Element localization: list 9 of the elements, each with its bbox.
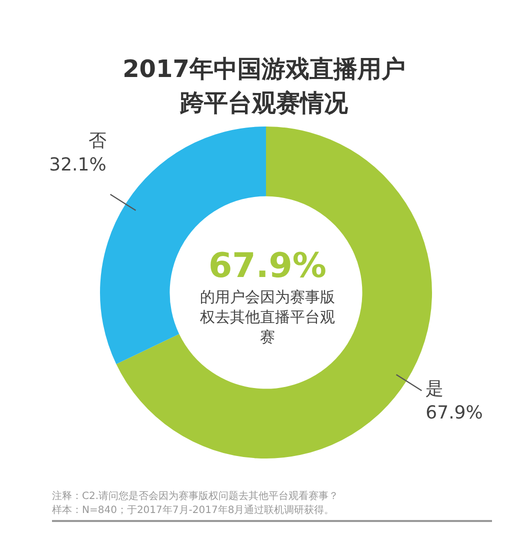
slice-label: 是 xyxy=(426,378,444,400)
text: 的用户会因为赛事版权去其他直播平台观赛 xyxy=(200,287,335,347)
chart-title: 2017年中国游戏直播用户跨平台观赛情况 xyxy=(122,54,406,119)
slice-label: 否 xyxy=(88,130,106,152)
text: 67.9% xyxy=(208,245,328,287)
data-label: 67.9% xyxy=(426,402,483,424)
text: 注释：C2.请问您是否会因为赛事版权问题去其他平台观看赛事？ xyxy=(52,490,340,504)
data-label: 32.1% xyxy=(49,154,106,176)
text: 样本：N=840；于2017年7月-2017年8月通过联机调研获得。 xyxy=(52,504,336,518)
